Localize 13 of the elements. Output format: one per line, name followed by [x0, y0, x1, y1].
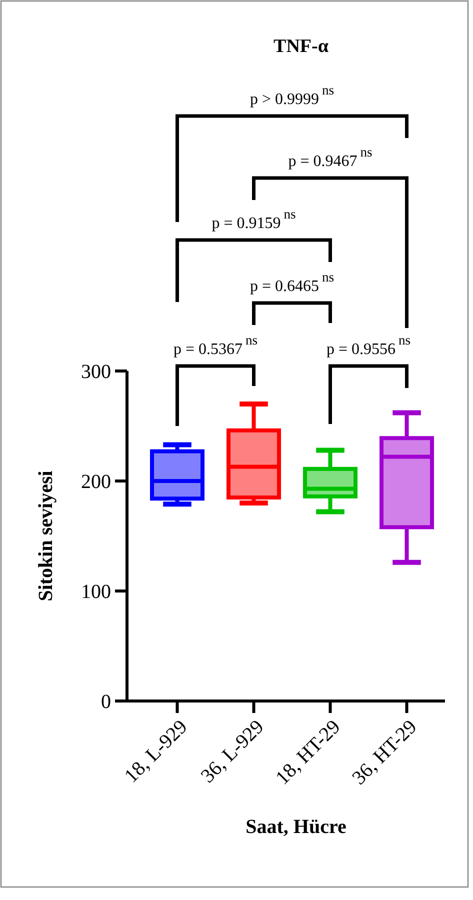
text: p = 0.9159$^{ns}$	[212, 206, 296, 232]
y-tick-label: 300	[81, 361, 111, 383]
text: p = 0.6465$^{ns}$	[250, 269, 334, 295]
chart-title: TNF-α	[274, 36, 329, 57]
y-tick-label: 200	[81, 471, 111, 493]
y-tick-label: 100	[81, 581, 111, 603]
text: p > 0.9999$^{ns}$	[250, 82, 334, 108]
y-axis-title: Sitokin seviyesi	[35, 470, 57, 602]
text: p = 0.9556$^{ns}$	[326, 332, 411, 358]
text: p = 0.5367$^{ns}$	[173, 332, 258, 358]
text: p = 0.9467$^{ns}$	[288, 144, 372, 170]
x-axis-title: Saat, Hücre	[246, 816, 346, 838]
y-tick-label: 0	[101, 691, 111, 713]
